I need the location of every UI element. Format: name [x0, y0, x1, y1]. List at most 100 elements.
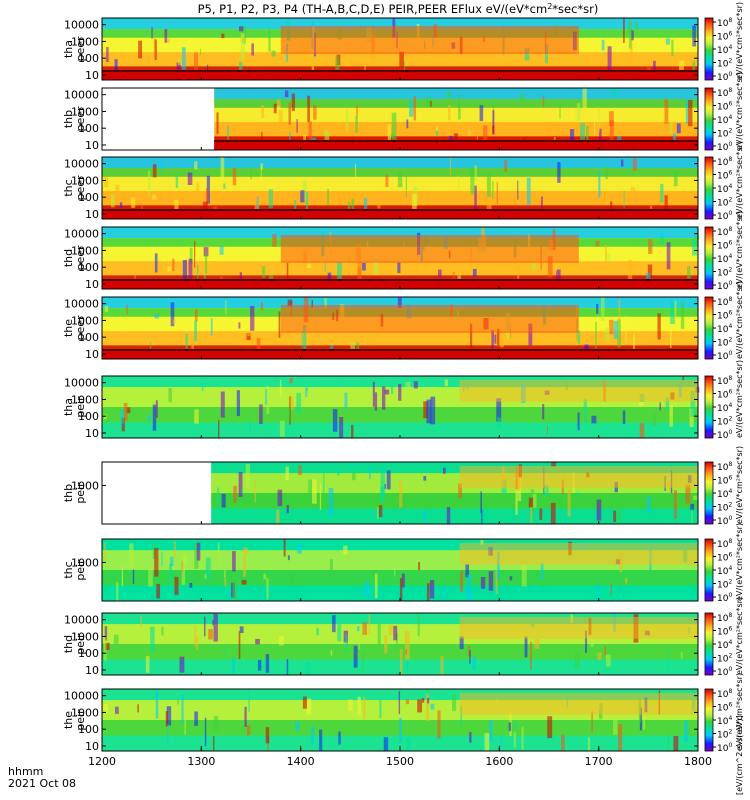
y-tick-label: 10 — [85, 208, 99, 221]
colorbar — [704, 375, 714, 439]
colorbar-tick-label: 104 — [717, 114, 732, 126]
colorbar-tick-label: 108 — [717, 461, 732, 473]
colorbar-tick-label: 108 — [717, 612, 732, 624]
colorbar-tick-label: 106 — [717, 170, 732, 182]
y-tick-label: 10 — [85, 139, 99, 152]
colorbar — [704, 17, 714, 81]
colorbar-tick-label: 106 — [717, 702, 732, 714]
colorbar-axis-label: eV/(eV*cm²*sec*sr) — [735, 360, 744, 438]
colorbar-axis-label: eV/(eV*cm²*sec*sr) — [735, 211, 744, 289]
panel-inst-label: peir — [74, 396, 87, 418]
y-tick-label: 1000 — [71, 706, 99, 719]
x-tick-label: 1500 — [386, 755, 414, 768]
y-tick-label: 100 — [78, 52, 99, 65]
panel-inst-label: peer — [74, 106, 87, 132]
x-tick-label: 1600 — [485, 755, 513, 768]
panel-probe-label: thc — [62, 561, 75, 578]
colorbar-tick-label: 106 — [717, 552, 732, 564]
y-tick-label: 10 — [85, 740, 99, 753]
colorbar-axis-label: eV/(eV*cm²*sec*sr) — [735, 523, 744, 601]
colorbar-axis-label: eV/(eV*cm²*sec*sr) — [735, 673, 744, 751]
y-tick-label: 10 — [85, 348, 99, 361]
colorbar-tick-label: 100 — [717, 210, 732, 222]
colorbar-tick-label: 104 — [717, 44, 732, 56]
colorbar-tick-label: 108 — [717, 375, 732, 387]
colorbar-tick-label: 104 — [717, 253, 732, 265]
colorbar-tick-label: 100 — [717, 141, 732, 153]
colorbar-axis-label: eV/(eV*cm²*sec*sr) — [735, 446, 744, 524]
panel-inst-label: peer — [74, 36, 87, 62]
colorbar — [704, 538, 714, 602]
y-tick-label: 10000 — [64, 89, 99, 102]
panel-inst-label: peir — [74, 633, 87, 655]
colorbar-tick-label: 100 — [717, 666, 732, 678]
x-tick-label: 1400 — [287, 755, 315, 768]
colorbar-tick-label: 104 — [717, 488, 732, 500]
y-tick-label: 10000 — [64, 298, 99, 311]
y-tick-label: 10 — [85, 427, 99, 440]
colorbar-tick-label: 106 — [717, 475, 732, 487]
y-tick-label: 10000 — [64, 377, 99, 390]
y-tick-label: 10000 — [64, 690, 99, 703]
y-tick-label: 1000 — [71, 35, 99, 48]
colorbar-tick-label: 102 — [717, 267, 732, 279]
y-tick-label: 1000 — [71, 105, 99, 118]
y-tick-label: 100 — [78, 723, 99, 736]
colorbar — [704, 612, 714, 676]
panel-inst-label: peer — [74, 245, 87, 271]
panel-probe-label: thc — [62, 179, 75, 196]
colorbar-tick-label: 102 — [717, 729, 732, 741]
y-tick-label: 10000 — [64, 228, 99, 241]
colorbar-axis-label: eV/(eV*cm²*sec*sr) — [735, 597, 744, 675]
x-tick-label: 1200 — [88, 755, 116, 768]
colorbar-tick-label: 104 — [717, 323, 732, 335]
colorbar-tick-label: 106 — [717, 310, 732, 322]
y-tick-label: 10000 — [64, 158, 99, 171]
colorbar-tick-label: 106 — [717, 101, 732, 113]
colorbar — [704, 156, 714, 220]
colorbar-tick-label: 104 — [717, 183, 732, 195]
panel-probe-label: the — [62, 711, 75, 729]
colorbar-tick-label: 100 — [717, 429, 732, 441]
colorbar-tick-label: 102 — [717, 337, 732, 349]
colorbar-tick-label: 100 — [717, 280, 732, 292]
y-tick-label: 1000 — [71, 244, 99, 257]
colorbar-axis-label: eV/(eV*cm²*sec*sr) — [735, 2, 744, 80]
colorbar-axis-label: eV/(eV*cm²*sec*sr) — [735, 72, 744, 150]
panel-inst-label: peer — [74, 315, 87, 341]
colorbar — [704, 226, 714, 290]
colorbar-tick-label: 106 — [717, 240, 732, 252]
colorbar-axis-label: eV/(eV*cm²*sec*sr) — [735, 141, 744, 219]
colorbar-tick-label: 102 — [717, 197, 732, 209]
colorbar-tick-label: 102 — [717, 579, 732, 591]
colorbar — [704, 87, 714, 151]
colorbar-tick-label: 106 — [717, 31, 732, 43]
panel-probe-label: tha — [62, 398, 75, 416]
y-tick-label: 10000 — [64, 614, 99, 627]
y-tick-label: 10000 — [64, 19, 99, 32]
colorbar-tick-label: 108 — [717, 87, 732, 99]
x-tick-label: 1700 — [585, 755, 613, 768]
colorbar-tick-label: 100 — [717, 742, 732, 754]
panel-inst-label: peir — [74, 482, 87, 504]
colorbar-tick-label: 102 — [717, 58, 732, 70]
colorbar-tick-label: 102 — [717, 653, 732, 665]
colorbar — [704, 296, 714, 360]
x-axis: 1200 1300 1400 1500 1600 1700 1800 — [88, 77, 712, 768]
colorbar-tick-label: 108 — [717, 226, 732, 238]
panel-inst-label: peir — [74, 559, 87, 581]
colorbar-tick-label: 108 — [717, 538, 732, 550]
chart-title: P5, P1, P2, P3, P4 (TH-A,B,C,D,E) PEIR,P… — [198, 2, 599, 16]
colorbar-tick-label: 104 — [717, 565, 732, 577]
colorbar-tick-label: 104 — [717, 639, 732, 651]
y-tick-label: 100 — [78, 122, 99, 135]
colorbar-tick-label: 108 — [717, 156, 732, 168]
y-tick-label: 1000 — [71, 556, 99, 569]
colorbar-tick-label: 102 — [717, 128, 732, 140]
panel-probe-label: the — [62, 319, 75, 337]
y-tick-label: 100 — [78, 331, 99, 344]
